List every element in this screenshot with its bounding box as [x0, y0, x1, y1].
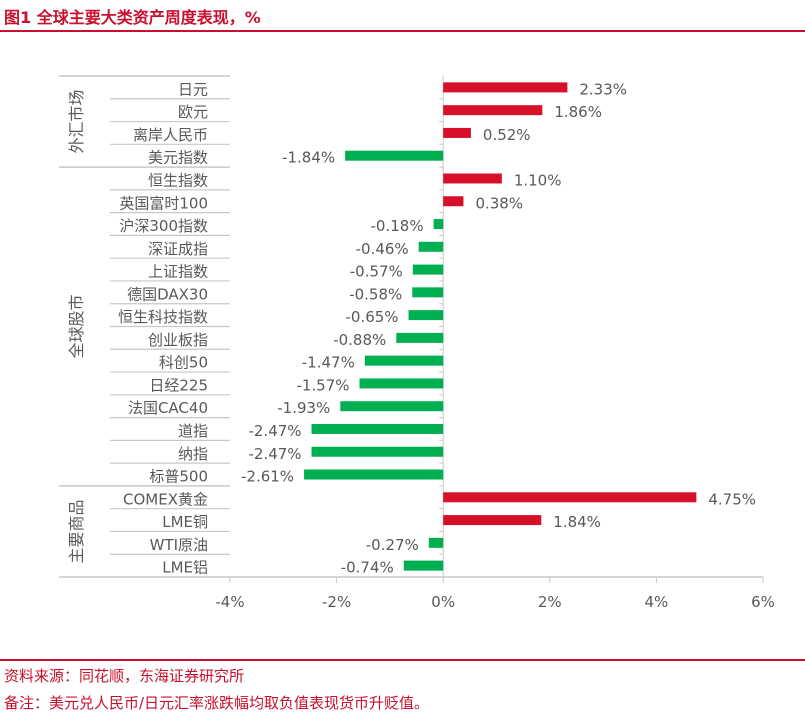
bar: [443, 515, 542, 526]
x-tick-label: 0%: [431, 593, 455, 611]
bar: [428, 537, 444, 548]
data-label: -0.18%: [371, 217, 424, 235]
category-label: 美元指数: [148, 149, 208, 167]
bar: [304, 469, 444, 480]
data-label: -0.74%: [341, 559, 394, 577]
x-tick-label: 2%: [538, 593, 562, 611]
category-label: LME铝: [162, 559, 208, 577]
category-label: 英国富时100: [119, 194, 208, 212]
data-label: -2.61%: [241, 468, 294, 486]
category-label: 标普500: [149, 468, 208, 486]
data-label: 0.52%: [483, 126, 531, 144]
title-divider: [0, 30, 805, 32]
x-tick-label: -2%: [322, 593, 351, 611]
category-label: 德国DAX30: [127, 285, 208, 303]
bar: [418, 241, 444, 252]
category-label: 离岸人民币: [133, 126, 208, 144]
bar: [364, 355, 444, 366]
category-label: LME铜: [162, 513, 208, 531]
bar: [443, 173, 502, 184]
group-label: 主要商品: [67, 499, 86, 563]
data-label: -1.93%: [277, 399, 330, 417]
data-label: -0.65%: [345, 308, 398, 326]
bar: [340, 401, 444, 412]
bar: [311, 446, 444, 457]
data-label: -0.58%: [349, 285, 402, 303]
category-label: 日经225: [149, 376, 208, 394]
category-label: COMEX黄金: [123, 490, 208, 508]
bar: [443, 492, 697, 503]
data-label: -1.57%: [296, 376, 349, 394]
source-note: 资料来源：同花顺，东海证券研究所: [4, 667, 245, 685]
bar: [443, 82, 568, 93]
data-label: -0.27%: [366, 536, 419, 554]
category-label: 日元: [178, 80, 208, 98]
data-label: 1.84%: [553, 513, 601, 531]
group-label: 全球股市: [67, 294, 86, 358]
figure-title: 图1 全球主要大类资产周度表现，%: [4, 8, 261, 27]
bar: [396, 332, 444, 343]
data-label: 2.33%: [579, 80, 627, 98]
data-label: -0.46%: [356, 240, 409, 258]
bar: [311, 423, 444, 434]
category-label: 欧元: [178, 103, 208, 121]
data-label: -2.47%: [248, 445, 301, 463]
bar: [408, 310, 444, 321]
data-label: -1.84%: [282, 149, 335, 167]
data-label: 1.10%: [514, 171, 562, 189]
category-label: 创业板指: [148, 331, 208, 349]
x-tick-label: 4%: [645, 593, 669, 611]
footer-divider: [0, 659, 805, 661]
category-label: 纳指: [178, 445, 208, 463]
bar: [443, 127, 471, 138]
bar: [443, 196, 464, 207]
bar: [412, 287, 444, 298]
x-tick-label: -4%: [215, 593, 244, 611]
bar: [403, 560, 444, 571]
bar: [412, 264, 444, 275]
category-label: 深证成指: [148, 240, 208, 258]
category-label: 恒生科技指数: [118, 308, 208, 326]
category-label: WTI原油: [150, 536, 208, 554]
category-label: 上证指数: [148, 263, 208, 281]
x-tick-label: 6%: [751, 593, 775, 611]
data-label: 4.75%: [708, 490, 756, 508]
footnote: 备注：美元兑人民币/日元汇率涨跌幅均取负值表现货币升贬值。: [4, 694, 430, 712]
category-label: 沪深300指数: [119, 217, 208, 235]
bar: [345, 150, 444, 161]
bar: [359, 378, 444, 389]
data-label: -0.88%: [333, 331, 386, 349]
category-label: 道指: [178, 422, 208, 440]
data-label: -1.47%: [302, 354, 355, 372]
data-label: -0.57%: [350, 263, 403, 281]
category-label: 恒生指数: [148, 171, 208, 189]
bar: [433, 219, 444, 230]
data-label: 1.86%: [554, 103, 602, 121]
bar: [443, 105, 543, 116]
data-label: 0.38%: [475, 194, 523, 212]
category-label: 科创50: [159, 354, 208, 372]
category-label: 法国CAC40: [128, 399, 208, 417]
data-label: -2.47%: [248, 422, 301, 440]
group-label: 外汇市场: [67, 90, 86, 154]
